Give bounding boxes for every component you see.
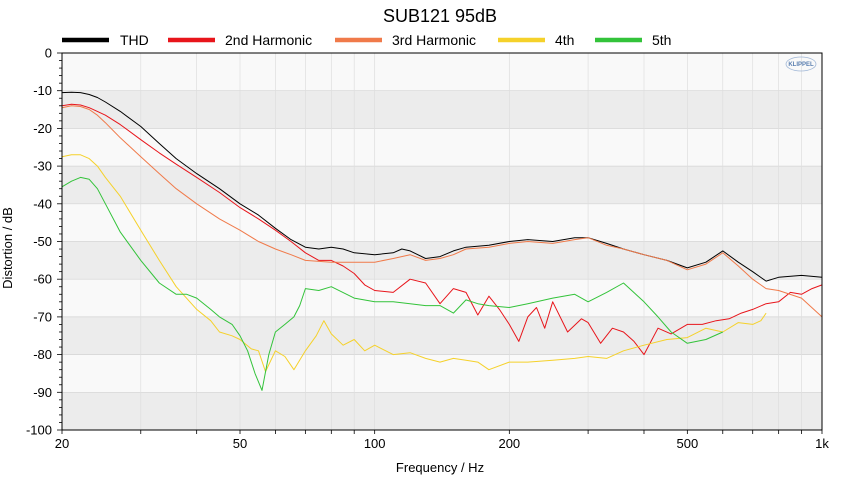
x-axis: 20 50 100 200 500 1k — [55, 430, 829, 451]
plot-band — [62, 166, 822, 204]
plot-band — [62, 128, 822, 167]
y-tick-label: -80 — [33, 347, 52, 362]
y-tick-label: -90 — [33, 385, 52, 400]
chart-title: SUB121 95dB — [383, 6, 497, 26]
plot-band — [62, 90, 822, 129]
x-tick-label: 50 — [233, 436, 247, 451]
x-axis-title: Frequency / Hz — [396, 460, 484, 475]
plot-band — [62, 316, 822, 355]
series-lines — [61, 91, 823, 391]
x-tick-label: 100 — [364, 436, 386, 451]
y-tick-label: -70 — [33, 309, 52, 324]
legend-label: THD — [120, 32, 149, 48]
plot-band — [62, 279, 822, 317]
legend-label: 2nd Harmonic — [225, 32, 312, 48]
plot-band — [62, 241, 822, 280]
plot-band — [62, 53, 822, 91]
plot-band — [62, 354, 822, 393]
series-line-4th — [61, 154, 767, 373]
series-line-3rd-harmonic — [61, 105, 823, 318]
series-line-thd — [61, 91, 823, 282]
legend-label: 3rd Harmonic — [392, 32, 476, 48]
y-axis-title: Distortion / dB — [0, 207, 15, 289]
x-tick-label: 500 — [676, 436, 698, 451]
x-tick-label: 200 — [498, 436, 520, 451]
x-tick-label: 1k — [815, 436, 829, 451]
y-tick-label: -100 — [26, 423, 52, 438]
plot-bands — [62, 53, 822, 430]
klippel-logo: KLIPPEL — [785, 56, 817, 72]
y-tick-label: -60 — [33, 272, 52, 287]
legend-label: 5th — [652, 32, 671, 48]
plot-band — [62, 392, 822, 430]
svg-text:KLIPPEL: KLIPPEL — [788, 62, 814, 68]
y-tick-label: -40 — [33, 196, 52, 211]
series-line-2nd-harmonic — [61, 103, 823, 356]
plot-band — [62, 203, 822, 242]
y-tick-label: -20 — [33, 121, 52, 136]
y-tick-label: -10 — [33, 83, 52, 98]
y-tick-label: 0 — [45, 46, 52, 61]
legend-label: 4th — [555, 32, 574, 48]
y-tick-label: -30 — [33, 159, 52, 174]
y-tick-label: -50 — [33, 234, 52, 249]
series-line-5th — [61, 176, 724, 391]
y-axis: 0 -10 -20 -30 -40 -50 -60 -70 -80 -90 -100 — [26, 46, 62, 438]
legend: THD 2nd Harmonic 3rd Harmonic 4th 5th — [62, 32, 671, 48]
x-tick-label: 20 — [55, 436, 69, 451]
